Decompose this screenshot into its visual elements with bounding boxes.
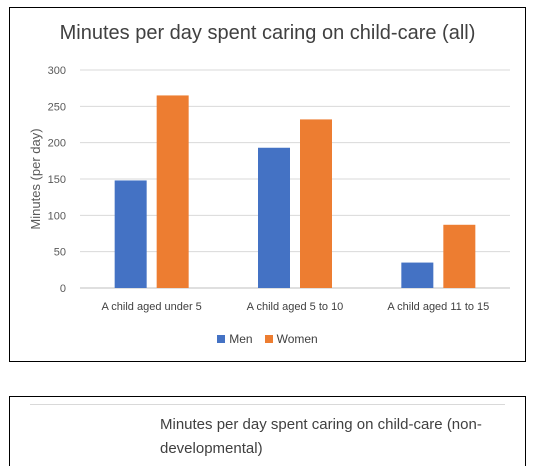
y-tick-label: 150 [48,174,66,186]
y-axis-label: Minutes (per day) [28,128,43,229]
chart-panel-all: Minutes per day spent caring on child-ca… [9,7,526,362]
y-tick-label: 200 [48,138,66,150]
x-tick-label: A child aged under 5 [102,301,202,313]
bar-men-2 [258,147,290,288]
legend-label-men: Men [229,332,253,346]
bar-chart: 0 50 100 150 200 250 300 Minutes (per day) A chi… [28,65,510,313]
chart-title: Minutes per day spent caring on child-ca… [59,22,476,44]
y-tick-label: 300 [48,65,66,77]
bar-women-2 [300,119,332,288]
chart-panel-non-developmental: Minutes per day spent caring on child-ca… [9,396,526,466]
y-tick-label: 50 [54,247,66,259]
y-tick-label: 100 [48,210,66,222]
chart-title-2: Minutes per day spent caring on child-ca… [160,413,500,461]
legend-label-women: Women [276,332,318,346]
bar-men-1 [114,180,147,288]
x-tick-label: A child aged 5 to 10 [247,301,344,313]
y-tick-label: 250 [48,101,66,113]
legend-swatch-men [217,335,226,343]
legend-item-women: Women [264,332,318,346]
chart-title-2-line-1: Minutes per day spent caring on child-ca… [160,416,482,433]
bar-women-1 [156,95,189,288]
bar-women-3 [443,224,476,288]
y-tick-label: 0 [60,283,66,295]
legend-item-men: Men [217,332,253,346]
chart-title-2-line-2: developmental) [160,440,263,457]
legend-swatch-women [264,335,273,343]
bar-men-3 [401,262,434,288]
legend: Men Women [10,332,525,346]
x-tick-label: A child aged 11 to 15 [387,301,489,313]
chart-area-border [30,404,505,405]
